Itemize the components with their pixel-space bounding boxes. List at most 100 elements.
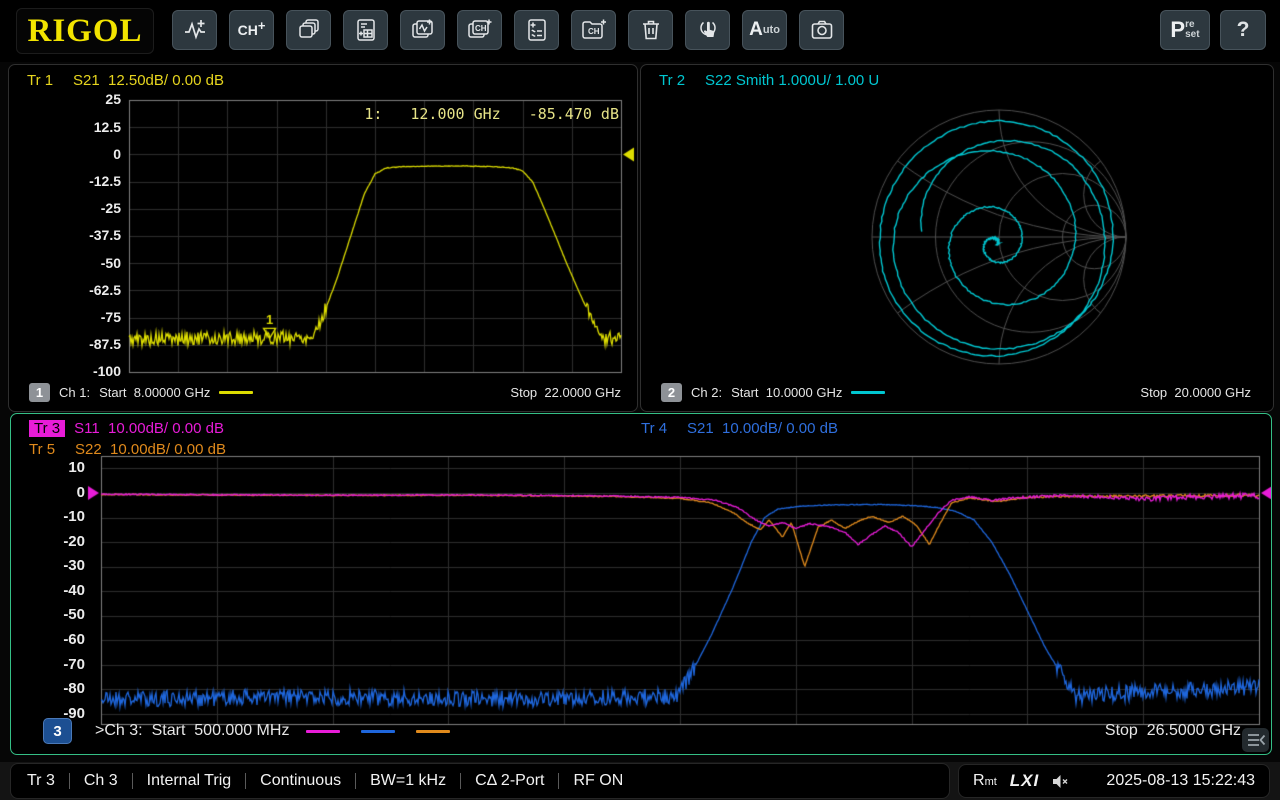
auto-scale-label: A <box>749 19 763 41</box>
status-trigger-source[interactable]: Internal Trig <box>147 772 231 790</box>
separator <box>460 773 461 789</box>
y-axis-tick-label: -50 <box>51 255 121 271</box>
channel3-window-active[interactable]: Tr 3 S11 10.00dB/ 0.00 dB Tr 5 S22 10.00… <box>10 413 1272 755</box>
add-channel-window-icon: CH <box>466 17 493 43</box>
add-trace-button[interactable] <box>172 10 217 50</box>
measurement-setup-button[interactable] <box>343 10 388 50</box>
y-axis-tick-label: -20 <box>15 533 85 550</box>
trace4-header[interactable]: Tr 4 S21 10.00dB/ 0.00 dB <box>641 420 838 437</box>
measurement-setup-icon <box>353 17 379 43</box>
ch2-smith-canvas[interactable] <box>641 65 1273 411</box>
y-axis-tick-label: -87.5 <box>51 336 121 352</box>
collapse-menu-icon <box>1245 731 1267 749</box>
trace4-format: S21 10.00dB/ 0.00 dB <box>687 420 838 437</box>
trace5-format: S22 10.00dB/ 0.00 dB <box>75 441 226 458</box>
add-channel-label: CH <box>238 22 258 38</box>
y-axis-tick-label: -70 <box>15 656 85 673</box>
status-rf-power[interactable]: RF ON <box>573 772 623 790</box>
status-if-bandwidth[interactable]: BW=1 kHz <box>370 772 446 790</box>
trace1-header[interactable]: Tr 1 S21 12.50dB/ 0.00 dB <box>27 72 224 89</box>
collapse-menu-button[interactable] <box>1242 728 1269 752</box>
trace5-header[interactable]: Tr 5 S22 10.00dB/ 0.00 dB <box>29 441 226 458</box>
marker1-frequency: 12.000 GHz <box>410 105 500 123</box>
status-sweep-mode[interactable]: Continuous <box>260 772 341 790</box>
auto-scale-button[interactable]: Auto <box>742 10 787 50</box>
separator <box>132 773 133 789</box>
channel3-badge-active[interactable]: 3 <box>43 718 72 744</box>
ch3-stop-frequency[interactable]: Stop 26.5000 GHz <box>1105 722 1241 740</box>
status-active-channel[interactable]: Ch 3 <box>84 772 118 790</box>
channel-manager-icon: CH <box>580 17 607 43</box>
ch1-start-frequency[interactable]: Start 8.00000 GHz <box>99 385 210 400</box>
channel2-window[interactable]: Tr 2 S22 Smith 1.000U/ 1.00 U 2 Ch 2: St… <box>640 64 1274 412</box>
date-time[interactable]: 2025-08-13 15:22:43 <box>1106 772 1255 790</box>
trace-manager-icon <box>524 17 550 43</box>
preset-button[interactable]: P re set <box>1160 10 1210 50</box>
speaker-muted-icon[interactable] <box>1052 774 1070 789</box>
channel-manager-button[interactable]: CH <box>571 10 616 50</box>
y-axis-tick-label: -75 <box>51 309 121 325</box>
window-layout-button[interactable] <box>286 10 331 50</box>
trace4-name: Tr 4 <box>641 420 687 437</box>
trace2-header[interactable]: Tr 2 S22 Smith 1.000U/ 1.00 U <box>659 72 879 89</box>
y-axis-tick-label: -10 <box>15 508 85 525</box>
ch3-start-frequency[interactable]: Start 500.000 MHz <box>152 722 290 740</box>
help-button[interactable]: ? <box>1220 10 1266 50</box>
trace2-name: Tr 2 <box>659 72 705 89</box>
ch3-chart-canvas[interactable] <box>11 414 1271 754</box>
trace1-color-key <box>219 391 253 394</box>
y-axis-tick-label: 0 <box>51 146 121 162</box>
delete-button[interactable] <box>628 10 673 50</box>
ch1-stop-frequency[interactable]: Stop 22.0000 GHz <box>510 385 621 400</box>
ch2-stop-frequency[interactable]: Stop 20.0000 GHz <box>1140 385 1251 400</box>
vna-screen: RIGOL CH+ <box>0 0 1280 800</box>
add-trace-window-icon <box>410 17 436 43</box>
add-channel-plus: + <box>258 18 266 33</box>
add-channel-window-button[interactable]: CH <box>457 10 502 50</box>
marker1-value: -85.470 dB <box>529 105 619 123</box>
trace3-format: S11 10.00dB/ 0.00 dB <box>74 420 224 437</box>
marker1-number: 1: <box>364 105 382 123</box>
screenshot-button[interactable] <box>799 10 844 50</box>
ch2-label: Ch 2: <box>691 385 722 400</box>
trace3-color-key <box>306 730 340 733</box>
trace-manager-button[interactable] <box>514 10 559 50</box>
preset-label-bottom: set <box>1185 30 1199 41</box>
ch2-start-frequency[interactable]: Start 10.0000 GHz <box>731 385 842 400</box>
trace3-header-selected[interactable]: Tr 3 S11 10.00dB/ 0.00 dB <box>29 420 224 437</box>
channel2-badge[interactable]: 2 <box>661 383 682 402</box>
toolbar-buttons: CH+ C <box>172 10 844 50</box>
y-axis-tick-label: 10 <box>15 459 85 476</box>
ch3-footer: 3 >Ch 3: Start 500.000 MHz Stop 26.5000 … <box>43 718 1241 744</box>
status-active-trace[interactable]: Tr 3 <box>27 772 55 790</box>
trace1-name: Tr 1 <box>27 72 73 89</box>
add-trace-window-button[interactable] <box>400 10 445 50</box>
preset-label-big: P <box>1170 19 1185 41</box>
channel-manager-label: CH <box>588 27 600 36</box>
trace2-color-key <box>851 391 885 394</box>
toolbar: RIGOL CH+ <box>0 0 1280 62</box>
separator <box>245 773 246 789</box>
auto-scale-suffix: uto <box>763 24 780 36</box>
y-axis-tick-label: -12.5 <box>51 173 121 189</box>
y-axis-tick-label: -60 <box>15 631 85 648</box>
y-axis-tick-label: -90 <box>15 705 85 722</box>
camera-icon <box>809 17 835 43</box>
channel1-window[interactable]: Tr 1 S21 12.50dB/ 0.00 dB 1: 12.000 GHz … <box>8 64 638 412</box>
trace1-format: S21 12.50dB/ 0.00 dB <box>73 72 224 89</box>
touch-button[interactable] <box>685 10 730 50</box>
y-axis-tick-label: -62.5 <box>51 282 121 298</box>
trace4-color-key <box>361 730 395 733</box>
y-axis-tick-label: 0 <box>15 484 85 501</box>
y-axis-tick-label: -100 <box>51 363 121 379</box>
marker1-readout: 1: 12.000 GHz -85.470 dB <box>364 105 619 123</box>
status-bar: Tr 3 Ch 3 Internal Trig Continuous BW=1 … <box>0 762 1280 800</box>
status-calibration[interactable]: CΔ 2-Port <box>475 772 544 790</box>
remote-indicator: Rmt <box>973 772 997 790</box>
channel1-badge[interactable]: 1 <box>29 383 50 402</box>
ch1-footer: 1 Ch 1: Start 8.00000 GHz Stop 22.0000 G… <box>29 383 621 402</box>
y-axis-tick-label: -40 <box>15 582 85 599</box>
add-channel-button[interactable]: CH+ <box>229 10 274 50</box>
separator <box>558 773 559 789</box>
add-channel-window-label: CH <box>475 24 487 33</box>
